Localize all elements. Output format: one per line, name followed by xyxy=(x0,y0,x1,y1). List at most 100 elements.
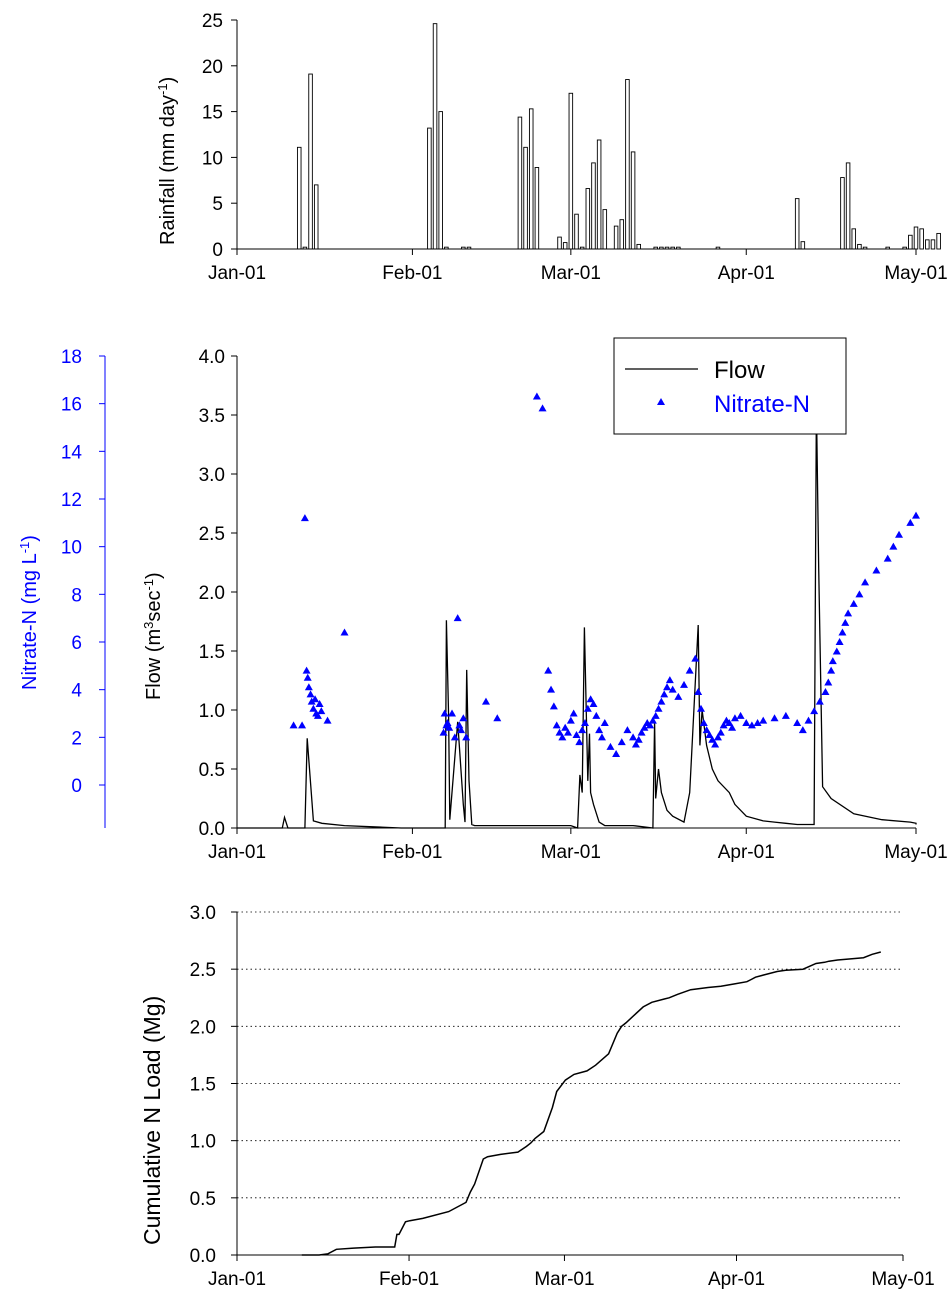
nitrate-point xyxy=(566,716,575,724)
nitrate-point xyxy=(323,716,332,724)
nitrate-point xyxy=(300,514,309,522)
nitrate-point xyxy=(631,740,640,748)
nitrate-point xyxy=(883,554,892,562)
rainfall-bar xyxy=(574,213,579,250)
rainfall-x-tick-label: May-01 xyxy=(884,263,947,284)
nitrate-point xyxy=(759,716,768,724)
nitrate-point xyxy=(827,666,836,674)
nitrate-point xyxy=(298,721,307,729)
nitrate-point xyxy=(572,730,581,738)
nitrate-point xyxy=(586,695,595,703)
nitrate-point xyxy=(623,726,632,734)
cumulative-x-tick-label: May-01 xyxy=(871,1269,934,1290)
rainfall-bar xyxy=(636,243,641,250)
nitrate-point xyxy=(606,742,615,750)
nitrate-point xyxy=(629,733,638,741)
nitrate-point xyxy=(663,683,672,691)
nitrate-point xyxy=(742,719,751,727)
nitrate-point xyxy=(457,726,466,734)
cumulative-x-tick-label: Mar-01 xyxy=(534,1269,594,1290)
nitrate-point xyxy=(660,690,669,698)
nitrate-point xyxy=(552,721,561,729)
rainfall-bar xyxy=(630,151,636,250)
nitrate-point xyxy=(589,699,598,707)
nitrate-point xyxy=(716,728,725,736)
flow-x-tick-label: Mar-01 xyxy=(541,842,601,863)
legend-box xyxy=(613,337,847,435)
rainfall-bar xyxy=(534,167,540,250)
rainfall-bar xyxy=(857,243,862,250)
nitrate-point xyxy=(781,711,790,719)
nitrate-point xyxy=(824,678,833,686)
nitrate-point xyxy=(304,683,313,691)
nitrate-point xyxy=(481,697,490,705)
flow-y-axis: 0.0 0.5 1.0 1.5 2.0 2.5 3.0 3.5 4.0 xyxy=(199,347,238,840)
nitrate-point xyxy=(549,702,558,710)
nitrate-point xyxy=(821,688,830,696)
rainfall-bar xyxy=(840,177,845,250)
nitrate-point xyxy=(600,719,609,727)
rainfall-y-tick-label: 10 xyxy=(202,148,223,169)
nitrate-point xyxy=(708,735,717,743)
rainfall-x-tick-label: Mar-01 xyxy=(541,263,601,284)
nitrate-point xyxy=(895,530,904,538)
nitrate-y-tick-label: 2 xyxy=(71,728,82,749)
rainfall-x-tick-label: Jan-01 xyxy=(208,263,266,284)
nitrate-point xyxy=(713,733,722,741)
nitrate-point xyxy=(340,628,349,636)
nitrate-point xyxy=(841,618,850,626)
cumulative-y-tick-label: 2.5 xyxy=(190,960,216,981)
nitrate-point xyxy=(547,685,556,693)
nitrate-point xyxy=(302,666,311,674)
rainfall-x-tick-label: Feb-01 xyxy=(382,263,442,284)
nitrate-point xyxy=(696,704,705,712)
nitrate-point xyxy=(815,697,824,705)
rainfall-bar xyxy=(613,225,619,250)
rainfall-y-tick-label: 15 xyxy=(202,103,223,124)
nitrate-point xyxy=(804,716,813,724)
nitrate-point xyxy=(315,699,324,707)
nitrate-point xyxy=(691,654,700,662)
nitrate-y-tick-label: 6 xyxy=(71,633,82,654)
cumulative-x-tick-label: Jan-01 xyxy=(208,1269,266,1290)
nitrate-point xyxy=(575,738,584,746)
nitrate-point xyxy=(719,721,728,729)
nitrate-y-tick-label: 12 xyxy=(61,490,82,511)
nitrate-point xyxy=(306,690,315,698)
nitrate-point xyxy=(317,707,326,715)
rainfall-bar xyxy=(930,239,936,250)
rainfall-bar xyxy=(562,242,568,250)
nitrate-point xyxy=(648,716,657,724)
cumulative-y-tick-label: 1.0 xyxy=(190,1132,216,1153)
nitrate-point xyxy=(674,692,683,700)
nitrate-point xyxy=(736,711,745,719)
nitrate-point xyxy=(634,735,643,743)
rainfall-bar xyxy=(427,127,432,250)
flow-y-tick-label: 0.5 xyxy=(199,760,225,781)
nitrate-point xyxy=(705,730,714,738)
nitrate-point xyxy=(770,714,779,722)
nitrate-point xyxy=(544,666,553,674)
rainfall-bar xyxy=(528,108,534,250)
nitrate-point xyxy=(309,704,318,712)
rainfall-bar xyxy=(438,111,443,250)
rainfall-bar xyxy=(585,188,591,250)
nitrate-point xyxy=(612,750,621,758)
nitrate-point xyxy=(637,728,646,736)
rainfall-bar xyxy=(925,239,930,250)
nitrate-point xyxy=(665,676,674,684)
rainfall-bar xyxy=(596,139,602,250)
rainfall-y-tick-label: 20 xyxy=(202,57,223,78)
rainfall-bar xyxy=(625,79,630,250)
nitrate-point xyxy=(654,704,663,712)
flow-x-tick-label: Feb-01 xyxy=(382,842,442,863)
nitrate-point xyxy=(564,728,573,736)
cumulative-load-chart: 0.0 0.5 1.0 1.5 2.0 2.5 3.0 Jan-01 Feb-01 Mar-01… xyxy=(139,903,935,1290)
flow-y-tick-label: 1.5 xyxy=(199,642,225,663)
rainfall-bar xyxy=(919,228,924,250)
nitrate-point xyxy=(289,721,298,729)
flow-x-tick-label: Jan-01 xyxy=(208,842,266,863)
rainfall-bar xyxy=(557,236,562,250)
nitrate-point xyxy=(595,726,604,734)
